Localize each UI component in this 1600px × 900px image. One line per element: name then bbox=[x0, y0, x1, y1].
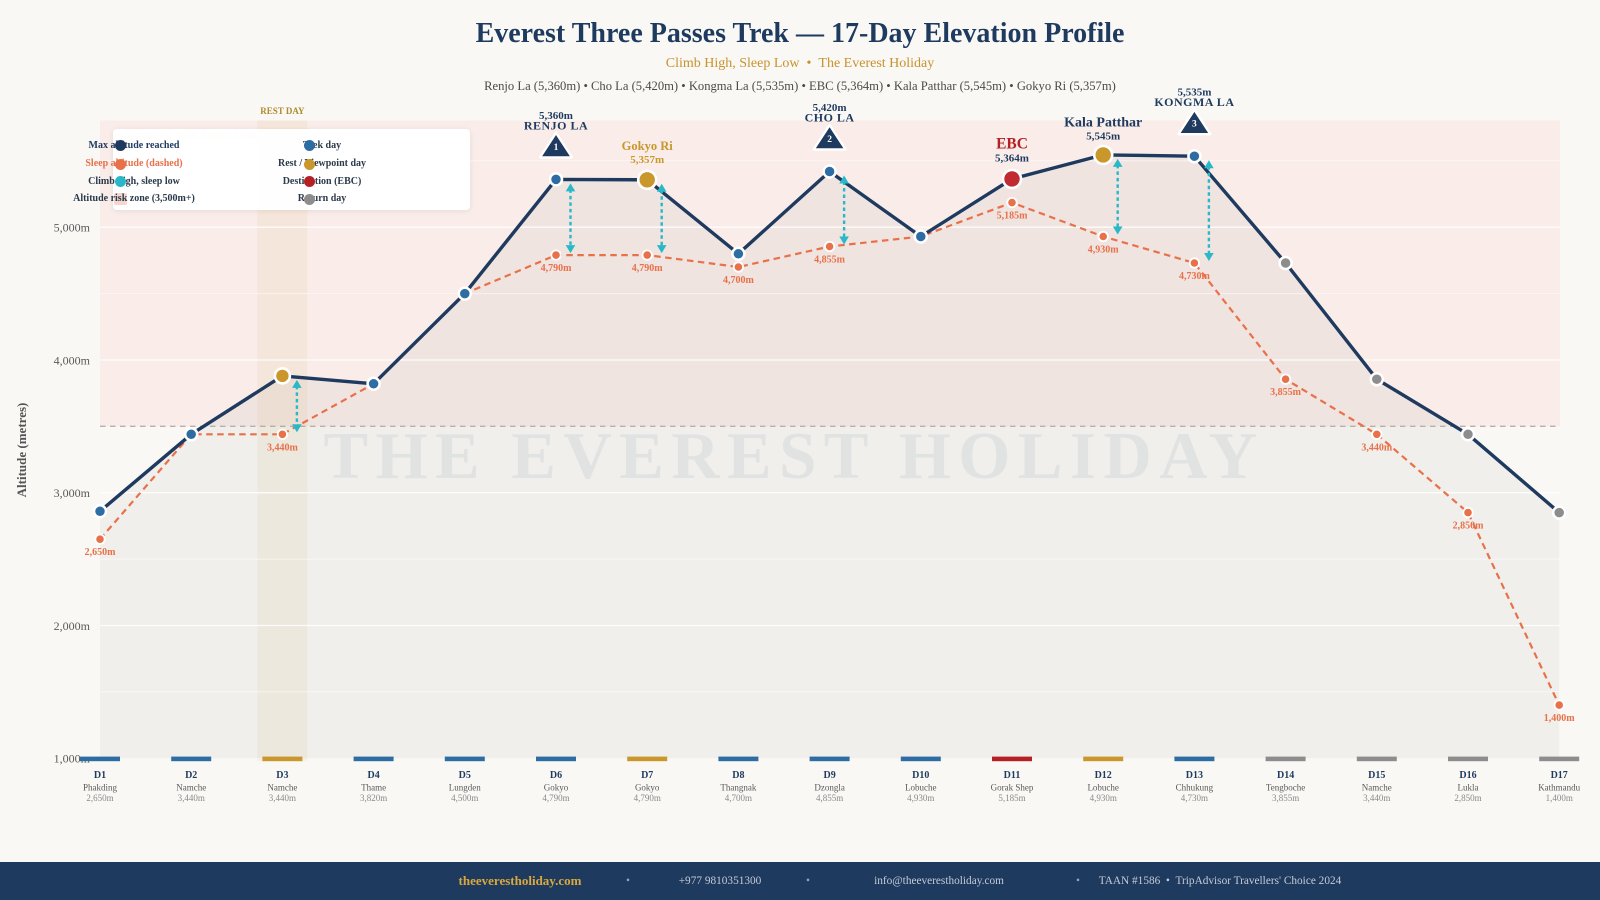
svg-text:Chhukung: Chhukung bbox=[1176, 783, 1214, 793]
svg-text:Namche: Namche bbox=[267, 783, 297, 793]
svg-text:2: 2 bbox=[827, 135, 832, 145]
svg-text:D6: D6 bbox=[550, 770, 562, 781]
svg-text:Thame: Thame bbox=[361, 783, 386, 793]
svg-text:4,700m: 4,700m bbox=[725, 793, 752, 803]
svg-text:5,360m: 5,360m bbox=[539, 110, 573, 122]
svg-text:5,185m: 5,185m bbox=[998, 793, 1025, 803]
svg-text:3,000m: 3,000m bbox=[54, 486, 91, 500]
svg-text:3,440m: 3,440m bbox=[1361, 442, 1393, 453]
svg-text:4,855m: 4,855m bbox=[816, 793, 843, 803]
svg-text:Gorak Shep: Gorak Shep bbox=[991, 783, 1034, 793]
svg-text:2,850m: 2,850m bbox=[1454, 793, 1481, 803]
svg-text:Namche: Namche bbox=[1362, 783, 1392, 793]
svg-text:Gokyo: Gokyo bbox=[544, 783, 569, 793]
svg-text:D1: D1 bbox=[94, 770, 106, 781]
svg-text:5,545m: 5,545m bbox=[1086, 131, 1120, 143]
svg-text:D4: D4 bbox=[367, 770, 379, 781]
svg-text:4,790m: 4,790m bbox=[541, 263, 573, 274]
svg-text:Kathmandu: Kathmandu bbox=[1538, 783, 1580, 793]
svg-text:D3: D3 bbox=[276, 770, 288, 781]
svg-text:3,440m: 3,440m bbox=[1363, 793, 1390, 803]
svg-text:2,650m: 2,650m bbox=[85, 547, 117, 558]
svg-text:D2: D2 bbox=[185, 770, 197, 781]
svg-text:Lobuche: Lobuche bbox=[905, 783, 937, 793]
svg-text:D15: D15 bbox=[1368, 770, 1385, 781]
svg-text:D17: D17 bbox=[1551, 770, 1568, 781]
svg-text:D11: D11 bbox=[1004, 770, 1021, 781]
svg-text:4,790m: 4,790m bbox=[542, 793, 569, 803]
svg-text:5,000m: 5,000m bbox=[54, 221, 91, 235]
svg-text:3,440m: 3,440m bbox=[267, 442, 299, 453]
svg-text:Lukla: Lukla bbox=[1458, 783, 1479, 793]
svg-text:1,400m: 1,400m bbox=[1546, 793, 1573, 803]
svg-text:Tengboche: Tengboche bbox=[1266, 783, 1305, 793]
svg-text:5,364m: 5,364m bbox=[995, 153, 1029, 165]
svg-text:Thangnak: Thangnak bbox=[720, 783, 756, 793]
svg-text:D7: D7 bbox=[641, 770, 653, 781]
svg-text:4,700m: 4,700m bbox=[723, 275, 755, 286]
svg-text:Lungden: Lungden bbox=[449, 783, 481, 793]
svg-text:EBC: EBC bbox=[996, 136, 1028, 153]
svg-text:4,930m: 4,930m bbox=[1088, 245, 1120, 256]
svg-text:Phakding: Phakding bbox=[83, 783, 118, 793]
svg-text:3,820m: 3,820m bbox=[360, 793, 387, 803]
svg-text:REST DAY: REST DAY bbox=[260, 106, 305, 116]
svg-text:4,790m: 4,790m bbox=[634, 793, 661, 803]
svg-text:5,185m: 5,185m bbox=[997, 211, 1029, 222]
svg-text:Lobuche: Lobuche bbox=[1087, 783, 1119, 793]
svg-text:1: 1 bbox=[554, 143, 559, 153]
svg-text:Dzongla: Dzongla bbox=[814, 783, 845, 793]
svg-text:5,420m: 5,420m bbox=[813, 102, 847, 114]
svg-text:3: 3 bbox=[1192, 120, 1197, 130]
svg-text:5,535m: 5,535m bbox=[1177, 87, 1211, 99]
svg-text:Gokyo Ri: Gokyo Ri bbox=[622, 139, 674, 153]
svg-text:RENJO LA: RENJO LA bbox=[524, 118, 588, 132]
svg-text:Namche: Namche bbox=[176, 783, 206, 793]
svg-text:3,855m: 3,855m bbox=[1270, 387, 1302, 398]
svg-text:4,930m: 4,930m bbox=[1090, 793, 1117, 803]
svg-text:2,650m: 2,650m bbox=[86, 793, 113, 803]
svg-text:D8: D8 bbox=[732, 770, 744, 781]
svg-text:D5: D5 bbox=[459, 770, 471, 781]
svg-text:4,790m: 4,790m bbox=[632, 263, 664, 274]
svg-text:D16: D16 bbox=[1459, 770, 1476, 781]
svg-text:4,930m: 4,930m bbox=[907, 793, 934, 803]
svg-text:CHO LA: CHO LA bbox=[805, 111, 855, 125]
svg-text:4,500m: 4,500m bbox=[451, 793, 478, 803]
svg-text:D12: D12 bbox=[1095, 770, 1112, 781]
svg-text:Kala Patthar: Kala Patthar bbox=[1064, 116, 1142, 131]
svg-text:1,000m: 1,000m bbox=[54, 752, 91, 766]
svg-text:D13: D13 bbox=[1186, 770, 1203, 781]
svg-text:4,730m: 4,730m bbox=[1179, 271, 1211, 282]
svg-text:D9: D9 bbox=[823, 770, 835, 781]
svg-text:Gokyo: Gokyo bbox=[635, 783, 660, 793]
svg-text:5,357m: 5,357m bbox=[630, 154, 664, 166]
svg-text:4,855m: 4,855m bbox=[814, 255, 846, 266]
svg-text:3,440m: 3,440m bbox=[178, 793, 205, 803]
svg-text:THE EVEREST HOLIDAY: THE EVEREST HOLIDAY bbox=[323, 419, 1264, 493]
svg-text:D14: D14 bbox=[1277, 770, 1294, 781]
svg-text:4,000m: 4,000m bbox=[54, 354, 91, 368]
svg-text:3,855m: 3,855m bbox=[1272, 793, 1299, 803]
svg-text:4,730m: 4,730m bbox=[1181, 793, 1208, 803]
svg-text:3,440m: 3,440m bbox=[269, 793, 296, 803]
svg-text:1,400m: 1,400m bbox=[1544, 713, 1576, 724]
svg-text:2,850m: 2,850m bbox=[1453, 521, 1485, 532]
svg-text:D10: D10 bbox=[912, 770, 929, 781]
svg-text:2,000m: 2,000m bbox=[54, 619, 91, 633]
svg-text:KONGMA LA: KONGMA LA bbox=[1154, 95, 1234, 109]
